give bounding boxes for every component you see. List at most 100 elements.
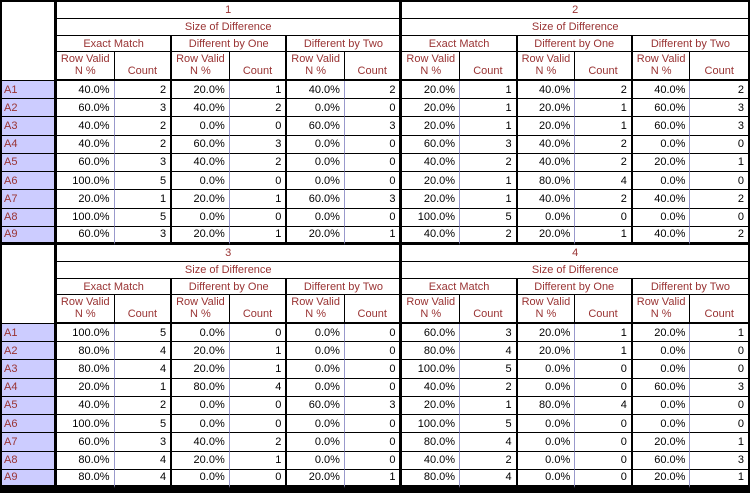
data-cell[interactable]: 2: [460, 153, 518, 173]
data-cell[interactable]: 40.0%: [287, 81, 345, 100]
data-cell[interactable]: 0: [229, 324, 288, 343]
data-cell[interactable]: 0.0%: [517, 360, 576, 379]
subheader-count[interactable]: Count: [344, 52, 403, 81]
data-cell[interactable]: 4: [460, 342, 518, 361]
data-cell[interactable]: 60.0%: [402, 324, 461, 343]
data-cell[interactable]: 0.0%: [287, 378, 345, 397]
data-cell[interactable]: 100.0%: [57, 208, 115, 227]
data-cell[interactable]: 4: [460, 433, 518, 452]
data-cell[interactable]: 0.0%: [172, 396, 230, 416]
data-cell[interactable]: 0: [575, 378, 633, 397]
data-cell[interactable]: 0: [229, 117, 288, 136]
subheader-count[interactable]: Count: [460, 52, 518, 81]
data-cell[interactable]: 20.0%: [517, 99, 576, 118]
data-cell[interactable]: 2: [690, 81, 748, 100]
data-cell[interactable]: 100.0%: [402, 208, 461, 227]
data-cell[interactable]: 40.0%: [57, 135, 115, 154]
data-cell[interactable]: 80.0%: [57, 451, 115, 470]
data-cell[interactable]: 0: [344, 378, 403, 397]
group-header-exact-match[interactable]: Exact Match: [57, 36, 173, 52]
data-cell[interactable]: 0: [690, 136, 748, 154]
data-cell[interactable]: 80.0%: [57, 342, 115, 361]
data-cell[interactable]: 1: [460, 99, 518, 118]
data-cell[interactable]: 2: [114, 135, 173, 154]
data-cell[interactable]: 0: [690, 209, 748, 227]
section-header-cell[interactable]: 3: [57, 245, 403, 262]
data-cell[interactable]: 4: [114, 360, 173, 379]
data-cell[interactable]: 0: [229, 469, 288, 488]
data-cell[interactable]: 0: [344, 415, 403, 434]
data-cell[interactable]: 1: [229, 81, 288, 100]
data-cell[interactable]: 60.0%: [172, 135, 230, 154]
data-cell[interactable]: 20.0%: [632, 324, 691, 343]
size-of-difference-header[interactable]: Size of Difference: [57, 262, 403, 279]
data-cell[interactable]: 60.0%: [57, 153, 115, 173]
subheader-count[interactable]: Count: [229, 295, 288, 324]
data-cell[interactable]: 1: [460, 190, 518, 209]
data-cell[interactable]: 0.0%: [632, 342, 691, 361]
data-cell[interactable]: 0.0%: [172, 469, 230, 488]
data-cell[interactable]: 20.0%: [287, 469, 345, 488]
data-cell[interactable]: 0.0%: [632, 172, 691, 191]
data-cell[interactable]: 0: [575, 451, 633, 470]
data-cell[interactable]: 0: [690, 397, 748, 416]
data-cell[interactable]: 40.0%: [57, 81, 115, 100]
data-cell[interactable]: 0.0%: [287, 415, 345, 434]
data-cell[interactable]: 0: [229, 208, 288, 227]
data-cell[interactable]: 20.0%: [632, 433, 691, 452]
data-cell[interactable]: 100.0%: [402, 360, 461, 379]
row-label-a5[interactable]: A5: [2, 396, 57, 416]
data-cell[interactable]: 20.0%: [517, 117, 576, 136]
data-cell[interactable]: 0: [575, 433, 633, 452]
data-cell[interactable]: 0: [344, 360, 403, 379]
subheader-row-valid-n-pct[interactable]: Row Valid N %: [517, 52, 576, 81]
data-cell[interactable]: 80.0%: [517, 396, 576, 416]
data-cell[interactable]: 60.0%: [632, 99, 691, 118]
data-cell[interactable]: 0.0%: [287, 324, 345, 343]
data-cell[interactable]: 1: [575, 117, 633, 136]
data-cell[interactable]: 2: [690, 227, 748, 245]
data-cell[interactable]: 3: [114, 99, 173, 118]
data-cell[interactable]: 3: [690, 379, 748, 397]
subheader-count[interactable]: Count: [690, 295, 748, 324]
data-cell[interactable]: 20.0%: [57, 190, 115, 209]
data-cell[interactable]: 40.0%: [517, 135, 576, 154]
data-cell[interactable]: 0: [344, 433, 403, 452]
data-cell[interactable]: 20.0%: [172, 451, 230, 470]
row-label-a3[interactable]: A3: [2, 117, 57, 136]
size-of-difference-header[interactable]: Size of Difference: [57, 19, 403, 36]
data-cell[interactable]: 0: [575, 360, 633, 379]
data-cell[interactable]: 40.0%: [172, 433, 230, 452]
data-cell[interactable]: 0: [690, 172, 748, 191]
data-cell[interactable]: 80.0%: [402, 469, 461, 488]
data-cell[interactable]: 40.0%: [517, 81, 576, 100]
data-cell[interactable]: 1: [575, 324, 633, 343]
data-cell[interactable]: 0.0%: [287, 135, 345, 154]
data-cell[interactable]: 20.0%: [172, 342, 230, 361]
data-cell[interactable]: 0.0%: [632, 415, 691, 434]
data-cell[interactable]: 20.0%: [517, 226, 576, 245]
data-cell[interactable]: 0.0%: [172, 117, 230, 136]
data-cell[interactable]: 40.0%: [57, 117, 115, 136]
data-cell[interactable]: 60.0%: [57, 433, 115, 452]
data-cell[interactable]: 1: [344, 469, 403, 488]
data-cell[interactable]: 20.0%: [632, 469, 691, 488]
data-cell[interactable]: 0.0%: [287, 208, 345, 227]
data-cell[interactable]: 0: [344, 208, 403, 227]
data-cell[interactable]: 3: [690, 99, 748, 118]
subheader-count[interactable]: Count: [575, 52, 633, 81]
data-cell[interactable]: 40.0%: [517, 153, 576, 173]
data-cell[interactable]: 60.0%: [632, 117, 691, 136]
data-cell[interactable]: 20.0%: [517, 324, 576, 343]
data-cell[interactable]: 60.0%: [632, 451, 691, 470]
data-cell[interactable]: 2: [229, 433, 288, 452]
data-cell[interactable]: 80.0%: [172, 378, 230, 397]
data-cell[interactable]: 0: [575, 208, 633, 227]
data-cell[interactable]: 5: [114, 172, 173, 191]
data-cell[interactable]: 0.0%: [517, 415, 576, 434]
subheader-row-valid-n-pct[interactable]: Row Valid N %: [172, 52, 230, 81]
data-cell[interactable]: 0.0%: [287, 433, 345, 452]
data-cell[interactable]: 1: [114, 378, 173, 397]
data-cell[interactable]: 1: [229, 451, 288, 470]
data-cell[interactable]: 100.0%: [402, 415, 461, 434]
